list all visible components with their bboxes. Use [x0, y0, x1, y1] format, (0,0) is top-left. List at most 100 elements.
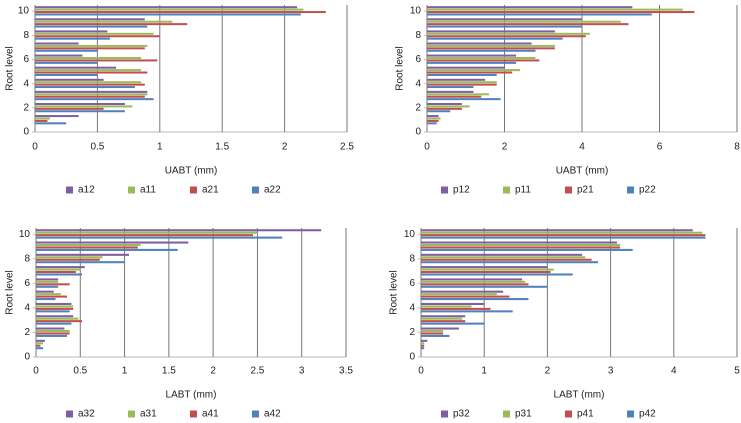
bar [427, 102, 462, 105]
bar [421, 285, 548, 288]
bar [421, 344, 425, 347]
legend-label: p32 [453, 409, 470, 420]
x-tick-label: 2 [210, 366, 216, 377]
bar [36, 261, 125, 264]
bar [35, 110, 125, 113]
bar [427, 117, 441, 120]
bar [421, 339, 428, 342]
legend-label: a32 [78, 409, 95, 420]
bar [427, 6, 633, 9]
bar [427, 49, 536, 52]
y-axis-title: Root level [395, 46, 406, 90]
bar [421, 342, 425, 345]
bar [427, 81, 497, 84]
bar [36, 248, 178, 251]
bar [421, 298, 529, 301]
bar [36, 229, 322, 232]
legend-label: a22 [264, 185, 281, 196]
bar [421, 315, 466, 318]
bar [421, 256, 586, 259]
bar [35, 83, 145, 86]
legend-label: p42 [639, 409, 656, 420]
x-tick-label: 0 [424, 142, 430, 153]
bar [427, 32, 590, 35]
bar [421, 320, 466, 323]
bar [421, 241, 617, 244]
legend-swatch [565, 186, 572, 194]
bar [427, 61, 517, 64]
y-axis-title: Root level [389, 270, 400, 314]
legend-label: a21 [202, 185, 219, 196]
x-tick-label: 3 [299, 366, 305, 377]
y-tick-label: 8 [409, 253, 415, 264]
bar [421, 283, 529, 286]
bar [427, 13, 652, 16]
bar [427, 20, 621, 23]
x-tick-label: 1 [481, 366, 487, 377]
bar [36, 253, 129, 256]
y-tick-label: 0 [409, 352, 415, 363]
bar [36, 339, 45, 342]
bar [427, 54, 517, 57]
bar [36, 271, 76, 274]
y-tick-label: 4 [24, 302, 30, 313]
bar [35, 8, 304, 11]
bar [35, 11, 326, 14]
bar [36, 332, 70, 335]
bar [36, 280, 59, 283]
x-tick-label: 4 [579, 142, 585, 153]
bar [35, 20, 173, 23]
bar [35, 98, 154, 101]
bar [36, 241, 189, 244]
bar [35, 54, 83, 57]
bar [35, 59, 158, 62]
bar [421, 258, 592, 261]
bar [421, 329, 444, 333]
x-tick-label: 0.5 [90, 142, 104, 153]
bar [427, 44, 555, 47]
y-tick-label: 2 [409, 327, 415, 338]
bar [427, 30, 555, 33]
y-axis-title: Root level [5, 270, 16, 314]
bar [36, 256, 103, 259]
bar [36, 344, 41, 347]
legend-swatch [66, 186, 73, 194]
y-tick-label: 0 [415, 127, 421, 138]
bar [35, 119, 48, 122]
bar [35, 71, 148, 74]
bar [35, 18, 145, 21]
x-tick-label: 8 [734, 142, 740, 153]
bar [36, 302, 72, 305]
legend-swatch [503, 186, 510, 194]
bar [35, 32, 154, 35]
bar [427, 78, 486, 81]
bar [36, 266, 85, 269]
x-axis-title: LABT (mm) [554, 390, 605, 401]
bar [421, 327, 459, 330]
bar [36, 298, 56, 301]
bar [421, 248, 633, 251]
bar [35, 105, 133, 108]
bar [421, 268, 554, 271]
bar [35, 122, 67, 125]
bar [421, 322, 485, 325]
bar [427, 119, 439, 122]
y-tick-label: 0 [23, 127, 29, 138]
x-tick-label: 0 [32, 142, 38, 153]
legend-label: p12 [453, 185, 470, 196]
bar [427, 47, 555, 50]
legend-label: a12 [78, 185, 95, 196]
bar [427, 23, 629, 26]
bar [421, 280, 526, 283]
bar [36, 273, 83, 276]
x-tick-label: 4 [671, 366, 677, 377]
legend-label: p31 [515, 409, 532, 420]
bar [421, 290, 504, 293]
bar [421, 317, 463, 320]
bar [35, 23, 188, 26]
y-tick-label: 6 [24, 278, 30, 289]
bar [36, 315, 74, 318]
y-tick-label: 4 [23, 78, 29, 89]
y-tick-label: 6 [415, 54, 421, 65]
bar [35, 25, 148, 28]
